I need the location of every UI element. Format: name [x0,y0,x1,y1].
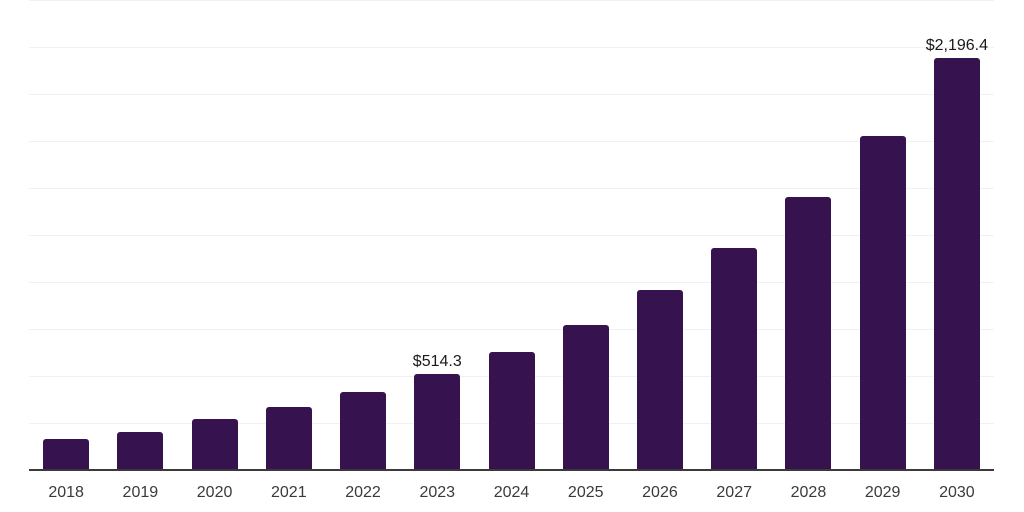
bar-2019 [117,432,164,471]
x-tick-2030: 2030 [939,484,975,501]
x-tick-2029: 2029 [864,484,901,501]
bar-2020 [191,418,238,471]
bar-2021 [265,407,312,471]
x-tick-2022: 2022 [345,484,381,501]
bar-2026 [636,290,683,471]
gridline [29,141,994,143]
bar-2023 [414,373,461,471]
bar-2030 [933,58,980,471]
gridline [29,234,994,236]
gridline [29,281,994,283]
bar-2018 [43,438,90,471]
bar-2025 [562,325,609,471]
x-tick-2025: 2025 [567,484,604,501]
x-tick-2020: 2020 [196,484,233,501]
bar-2027 [711,248,758,471]
gridline [29,0,994,2]
bar-2028 [785,196,832,471]
x-tick-2019: 2019 [122,484,159,501]
bar-2029 [859,135,906,471]
bar-2022 [340,392,387,471]
gridline [29,187,994,189]
x-axis-labels: 2018 2019 2020 2021 2022 2023 2024 2025 2026 2027… [29,484,994,504]
value-label-2030: $2,196.4 [925,37,989,55]
gridline [29,94,994,96]
bar-2024 [488,352,535,471]
x-tick-2027: 2027 [716,484,752,501]
gridline [29,328,994,330]
x-tick-2024: 2024 [493,484,530,501]
gridline [29,47,994,49]
plot-area: $514.3 $2,196.4 [29,0,994,471]
x-axis-line [29,468,994,471]
x-tick-2021: 2021 [271,484,307,501]
x-tick-2023: 2023 [419,484,456,501]
x-tick-2028: 2028 [790,484,827,501]
value-label-2023: $514.3 [412,352,462,370]
x-tick-2026: 2026 [642,484,678,501]
x-tick-2018: 2018 [48,484,84,501]
